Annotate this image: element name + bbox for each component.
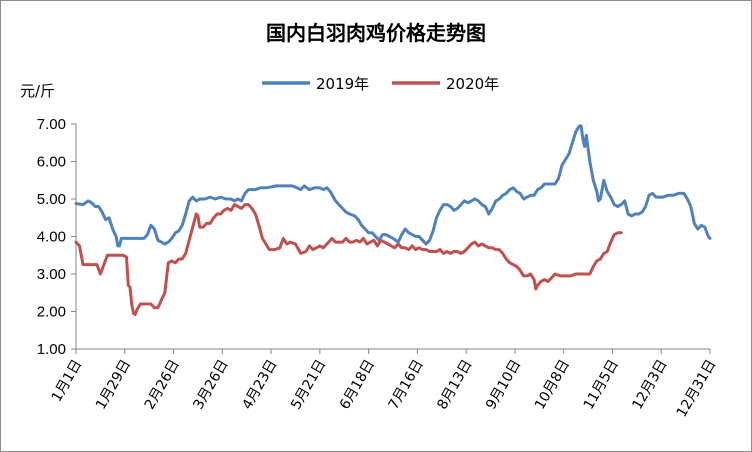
y-axis-unit: 元/斤 [20,82,55,100]
y-tick-label: 4.00 [37,229,66,246]
legend: 2019年 2020年 [262,75,499,93]
chart-title: 国内白羽肉鸡价格走势图 [266,21,486,45]
y-tick-label: 1.00 [37,341,66,358]
x-tick-label: 12月31日 [674,357,720,420]
x-tick-label: 6月18日 [337,357,378,412]
x-tick-label: 8月13日 [434,357,475,412]
x-tick-label: 2月26日 [142,357,183,412]
x-tick-label: 4月23日 [239,357,280,412]
x-tick-label: 12月3日 [629,357,670,412]
x-tick-label: 3月26日 [191,357,232,412]
y-tick-label: 2.00 [37,304,66,321]
x-tick-label: 10月8日 [532,357,573,412]
x-tick-label: 1月29日 [93,357,134,412]
legend-label-2019: 2019年 [316,75,369,93]
y-tick-label: 6.00 [37,154,66,171]
y-tick-label: 3.00 [37,266,66,283]
y-tick-label: 5.00 [37,191,66,208]
x-tick-label: 11月5日 [581,357,622,412]
series-line-2019 [74,124,712,248]
y-tick-label: 7.00 [37,116,66,133]
x-tick-label: 7月16日 [386,357,427,412]
legend-label-2020: 2020年 [446,75,499,93]
series-line-2020 [74,203,623,316]
plot-area: 1.00 2.00 3.00 4.00 5.00 6.00 7.00 1月1日 1月29日 2月2… [37,116,720,420]
x-tick-label: 9月10日 [483,357,524,412]
x-tick-label: 1月1日 [49,357,86,405]
x-tick-label: 5月21日 [288,357,329,412]
